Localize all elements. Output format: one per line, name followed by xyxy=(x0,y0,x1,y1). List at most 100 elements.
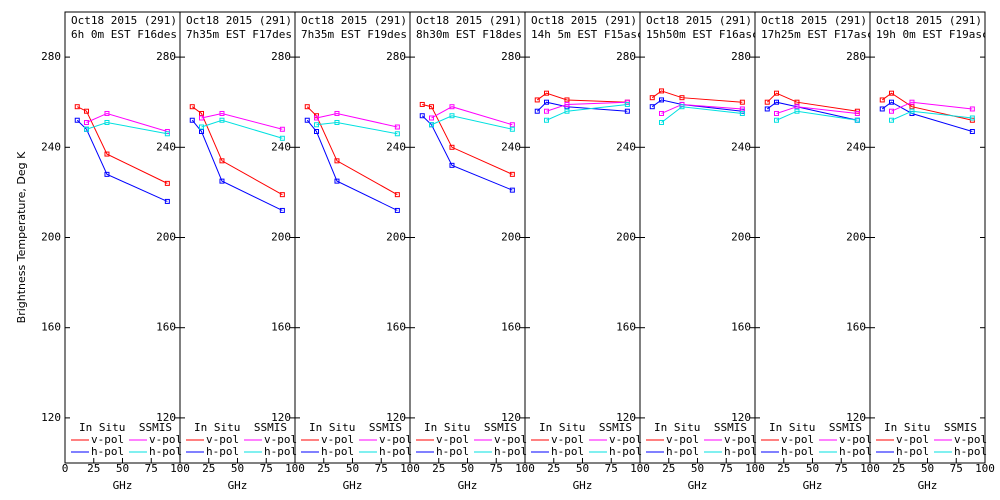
legend-label: h-pol xyxy=(609,445,642,458)
x-tick-label: 50 xyxy=(576,462,589,475)
point-marker xyxy=(394,207,400,213)
panel: Oct18 2015 (291)7h35m EST F17des 120 160 20… xyxy=(156,11,305,492)
point-marker xyxy=(84,119,90,125)
panel-title: Oct18 2015 (291) xyxy=(876,14,982,27)
point-marker xyxy=(314,129,320,135)
point-marker xyxy=(219,110,225,116)
x-tick-label: 75 xyxy=(260,462,273,475)
y-tick-label: 120 xyxy=(731,411,751,424)
y-tick-label: 160 xyxy=(271,321,291,334)
y-tick-label: 200 xyxy=(386,231,406,244)
series-line xyxy=(316,121,398,135)
legend-label: h-pol xyxy=(91,445,124,458)
point-marker xyxy=(764,106,770,112)
series-line xyxy=(766,101,858,121)
point-marker xyxy=(624,108,630,114)
legend-title: In Situ xyxy=(424,421,470,434)
point-marker xyxy=(659,88,665,94)
point-marker xyxy=(794,104,800,110)
y-tick-label: 280 xyxy=(501,50,521,63)
legend-label: v-pol xyxy=(896,433,929,446)
panel: Oct18 2015 (291)17h25m EST F17asc 120 160 2… xyxy=(731,11,880,492)
y-tick-label: 160 xyxy=(846,321,866,334)
x-tick-label: 25 xyxy=(87,462,100,475)
point-marker xyxy=(419,101,425,107)
point-marker xyxy=(104,110,110,116)
x-tick-label: 25 xyxy=(432,462,445,475)
x-tick-label: 75 xyxy=(490,462,503,475)
y-tick-label: 280 xyxy=(41,50,61,63)
point-marker xyxy=(879,97,885,103)
legend-label: v-pol xyxy=(551,433,584,446)
legend-label: h-pol xyxy=(666,445,699,458)
series-line xyxy=(76,119,168,202)
legend-label: v-pol xyxy=(954,433,987,446)
legend-title: In Situ xyxy=(654,421,700,434)
x-tick-label: 100 xyxy=(630,462,650,475)
point-marker xyxy=(219,178,225,184)
x-tick-label: 75 xyxy=(720,462,733,475)
legend-label: h-pol xyxy=(954,445,987,458)
legend-label: v-pol xyxy=(91,433,124,446)
panel-title: Oct18 2015 (291) xyxy=(301,14,407,27)
x-tick-label: 25 xyxy=(892,462,905,475)
point-marker xyxy=(909,108,915,114)
point-marker xyxy=(679,104,685,110)
y-tick-label: 200 xyxy=(156,231,176,244)
legend-label: h-pol xyxy=(321,445,354,458)
point-marker xyxy=(534,108,540,114)
point-marker xyxy=(164,180,170,186)
y-tick-label: 200 xyxy=(846,231,866,244)
point-marker xyxy=(394,124,400,130)
point-marker xyxy=(794,108,800,114)
x-tick-label: 75 xyxy=(605,462,618,475)
point-marker xyxy=(509,126,515,132)
x-axis-label: GHz xyxy=(458,479,478,492)
series-line xyxy=(421,115,513,191)
point-marker xyxy=(509,122,515,128)
x-tick-label: 25 xyxy=(202,462,215,475)
x-tick-label: 100 xyxy=(400,462,420,475)
point-marker xyxy=(449,104,455,110)
point-marker xyxy=(334,110,340,116)
y-tick-label: 240 xyxy=(41,140,61,153)
title-group: Oct18 2015 (291)6h 0m EST F16des xyxy=(71,14,177,41)
title-group: Oct18 2015 (291)8h30m EST F18des xyxy=(416,14,522,41)
point-marker xyxy=(739,106,745,112)
legend-title: SSMIS xyxy=(944,421,977,434)
legend-label: v-pol xyxy=(436,433,469,446)
x-tick-label: 75 xyxy=(950,462,963,475)
legend-label: h-pol xyxy=(781,445,814,458)
point-marker xyxy=(564,97,570,103)
x-tick-label: 75 xyxy=(835,462,848,475)
point-marker xyxy=(509,171,515,177)
y-tick-label: 240 xyxy=(271,140,291,153)
legend-label: h-pol xyxy=(724,445,757,458)
panel-title: 8h30m EST F18des xyxy=(416,28,522,41)
legend-label: v-pol xyxy=(666,433,699,446)
point-marker xyxy=(544,99,550,105)
point-marker xyxy=(854,117,860,123)
x-axis-label: GHz xyxy=(343,479,363,492)
series-line xyxy=(546,101,628,112)
y-tick-label: 240 xyxy=(731,140,751,153)
point-marker xyxy=(334,119,340,125)
title-group: Oct18 2015 (291)14h 5m EST F15asc xyxy=(531,14,640,41)
series-line xyxy=(201,112,283,130)
point-marker xyxy=(429,122,435,128)
panel-title: Oct18 2015 (291) xyxy=(186,14,292,27)
x-tick-label: 100 xyxy=(745,462,765,475)
panel-title: 6h 0m EST F16des xyxy=(71,28,177,41)
point-marker xyxy=(199,115,205,121)
point-marker xyxy=(429,104,435,110)
point-marker xyxy=(164,131,170,137)
point-marker xyxy=(659,119,665,125)
panel-title: 17h25m EST F17asc xyxy=(761,28,874,41)
title-group: Oct18 2015 (291)19h 0m EST F19asc xyxy=(876,14,985,41)
legend-title: SSMIS xyxy=(254,421,287,434)
point-marker xyxy=(334,178,340,184)
point-marker xyxy=(969,115,975,121)
series-line xyxy=(661,106,743,123)
point-marker xyxy=(969,129,975,135)
legend-label: v-pol xyxy=(724,433,757,446)
